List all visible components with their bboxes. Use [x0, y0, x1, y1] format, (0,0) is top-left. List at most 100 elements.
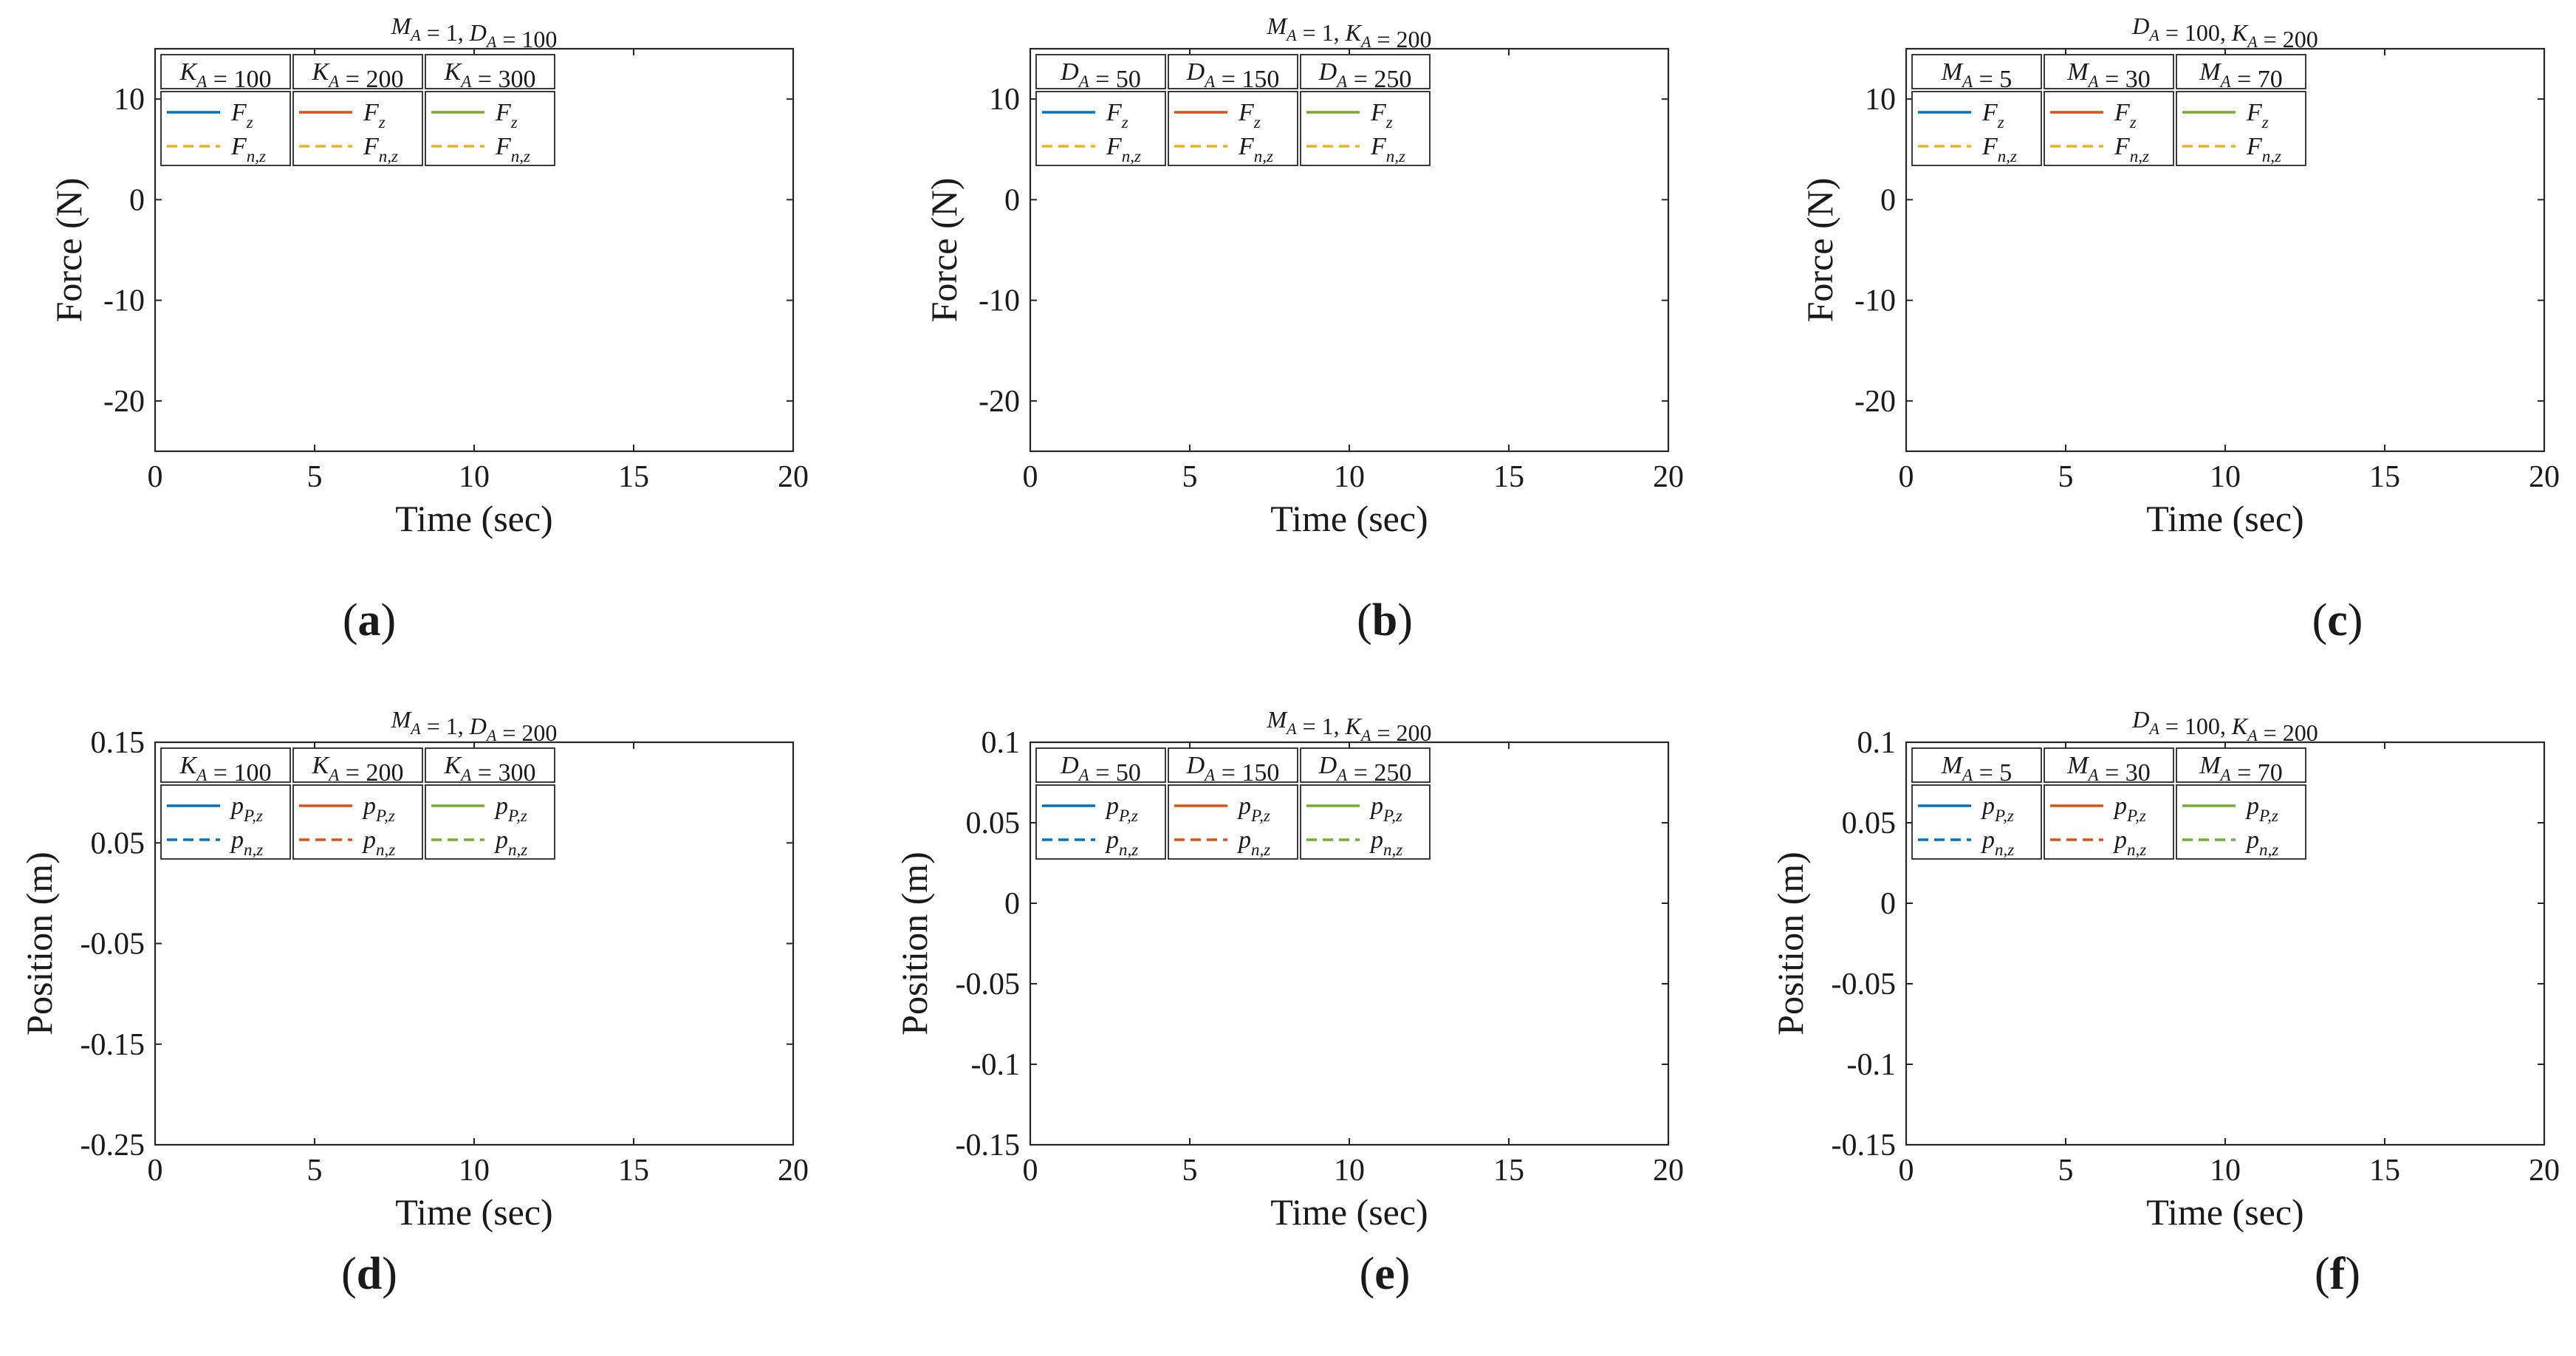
y-tick-label: 0.15	[91, 726, 145, 760]
legend-header-box	[292, 54, 423, 89]
legend-header-label: DA = 150	[1186, 58, 1280, 93]
y-tick-label: -0.25	[80, 1129, 145, 1162]
y-tick-label: 0.05	[91, 826, 145, 860]
legend-entry-box	[1911, 91, 2042, 166]
legend-entry-box	[292, 784, 423, 860]
legend-header-box	[1168, 747, 1298, 783]
x-tick-label: 20	[778, 1154, 809, 1188]
x-axis-label: Time (sec)	[1270, 1191, 1428, 1233]
x-tick-label: 5	[307, 460, 323, 494]
legend-entry-box	[1168, 784, 1298, 860]
x-tick-label: 15	[618, 460, 649, 494]
legend-entry-box	[1035, 91, 1166, 166]
y-tick-label: -20	[1854, 385, 1896, 419]
legend-entry-label: Fz	[1106, 99, 1128, 131]
y-tick-label: 0	[1004, 887, 1020, 921]
legend-header-label: MA = 5	[1941, 752, 2012, 787]
x-tick-label: 20	[1653, 460, 1684, 494]
legend-entry-label: pn,z	[1105, 826, 1138, 859]
panel-label: (b)	[1357, 595, 1413, 646]
x-tick-label: 20	[2529, 460, 2560, 494]
legend-entry-label: pn,z	[1981, 826, 2014, 859]
legend-entry-label: Fn,z	[1981, 133, 2017, 165]
chart-panel-c: 0 5 10 15 20 -20 -10 0 10 Time (sec) Force (N) DA =…	[1799, 13, 2560, 646]
legend-entry-label: pP,z	[362, 792, 395, 825]
y-tick-label: 0	[129, 183, 145, 217]
x-tick-label: 10	[2210, 1154, 2241, 1188]
legend-entry-label: Fn,z	[495, 133, 530, 165]
x-axis-label: Time (sec)	[395, 1191, 552, 1233]
legend-entry-box	[1911, 784, 2042, 860]
legend-header-label: MA = 70	[2199, 752, 2283, 787]
x-tick-label: 15	[2369, 460, 2400, 494]
legend-header-box	[2044, 54, 2174, 89]
legend-entry-box	[425, 784, 555, 860]
chart-panel-e: 0 5 10 15 20 -0.15 -0.1 -0.05 0 0.05 0.1 Time (sec)…	[894, 706, 1684, 1299]
legend-entry-label: Fz	[1370, 99, 1393, 131]
legend-header-label: DA = 50	[1060, 752, 1141, 787]
legend-header-box	[1035, 54, 1166, 89]
legend-entry-box	[425, 91, 555, 166]
legend-entry-label: Fz	[1981, 99, 2004, 131]
x-tick-label: 5	[1182, 1154, 1198, 1188]
x-tick-label: 5	[1182, 460, 1198, 494]
x-tick-label: 15	[618, 1154, 649, 1188]
legend-header-label: DA = 250	[1318, 752, 1412, 787]
legend-entry-label: pn,z	[1369, 826, 1402, 859]
legend-header-label: KA = 100	[179, 752, 272, 787]
legend-entry-box	[2176, 91, 2306, 166]
legend-header-label: MA = 5	[1941, 58, 2012, 93]
x-tick-label: 15	[1493, 1154, 1524, 1188]
y-tick-label: -0.05	[80, 928, 145, 962]
legend-entry-label: pP,z	[2113, 792, 2146, 825]
x-tick-label: 10	[1334, 1154, 1365, 1188]
x-tick-label: 15	[2369, 1154, 2400, 1188]
y-tick-label: -10	[979, 284, 1020, 318]
panel-label: (a)	[343, 595, 396, 646]
y-tick-label: 0.1	[1857, 726, 1897, 760]
plot-title: DA = 100, KA = 200	[2131, 13, 2318, 52]
legend-entry-label: pn,z	[494, 826, 527, 859]
y-tick-label: 0	[1880, 183, 1896, 217]
legend-entry-label: pP,z	[1369, 792, 1402, 825]
legend-header-label: DA = 150	[1186, 752, 1280, 787]
y-tick-label: -10	[103, 284, 145, 318]
y-tick-label: 10	[989, 83, 1020, 117]
legend-entry-label: Fn,z	[1238, 133, 1273, 165]
legend-entry-label: Fz	[363, 99, 386, 131]
legend-entry-label: Fn,z	[1370, 133, 1405, 165]
x-tick-label: 10	[1334, 460, 1365, 494]
x-tick-label: 5	[307, 1154, 323, 1188]
legend-header-box	[1168, 54, 1298, 89]
legend-header-label: MA = 30	[2066, 752, 2151, 787]
x-tick-label: 20	[2529, 1154, 2560, 1188]
legend-entry-label: Fn,z	[1106, 133, 1141, 165]
y-tick-label: -0.05	[1832, 968, 1897, 1001]
legend-entry-box	[1035, 784, 1166, 860]
y-axis-label: Force (N)	[923, 178, 965, 323]
legend-entry-label: Fz	[2114, 99, 2137, 131]
legend-header-label: KA = 200	[312, 58, 404, 93]
y-axis-label: Position (m)	[18, 852, 60, 1035]
y-tick-label: -10	[1854, 284, 1896, 318]
y-tick-label: -0.15	[956, 1129, 1021, 1162]
legend-entry-box	[2176, 784, 2306, 860]
legend-header-label: DA = 250	[1318, 58, 1412, 93]
x-tick-label: 10	[459, 460, 490, 494]
x-axis-label: Time (sec)	[395, 498, 552, 539]
y-tick-label: 0.05	[1842, 807, 1897, 840]
legend-entry-label: Fn,z	[230, 133, 266, 165]
legend-header-box	[425, 54, 555, 89]
legend-entry-label: Fz	[2246, 99, 2269, 131]
legend-entry-label: Fz	[1238, 99, 1261, 131]
y-tick-label: 0.05	[966, 807, 1021, 840]
chart-panel-d: 0 5 10 15 20 -0.25 -0.15 -0.05 0.05 0.15 Time (sec…	[18, 706, 809, 1299]
y-tick-label: -20	[103, 385, 145, 419]
legend-header-box	[1035, 747, 1166, 783]
legend-header-box	[1300, 747, 1431, 783]
legend-entry-box	[160, 784, 291, 860]
